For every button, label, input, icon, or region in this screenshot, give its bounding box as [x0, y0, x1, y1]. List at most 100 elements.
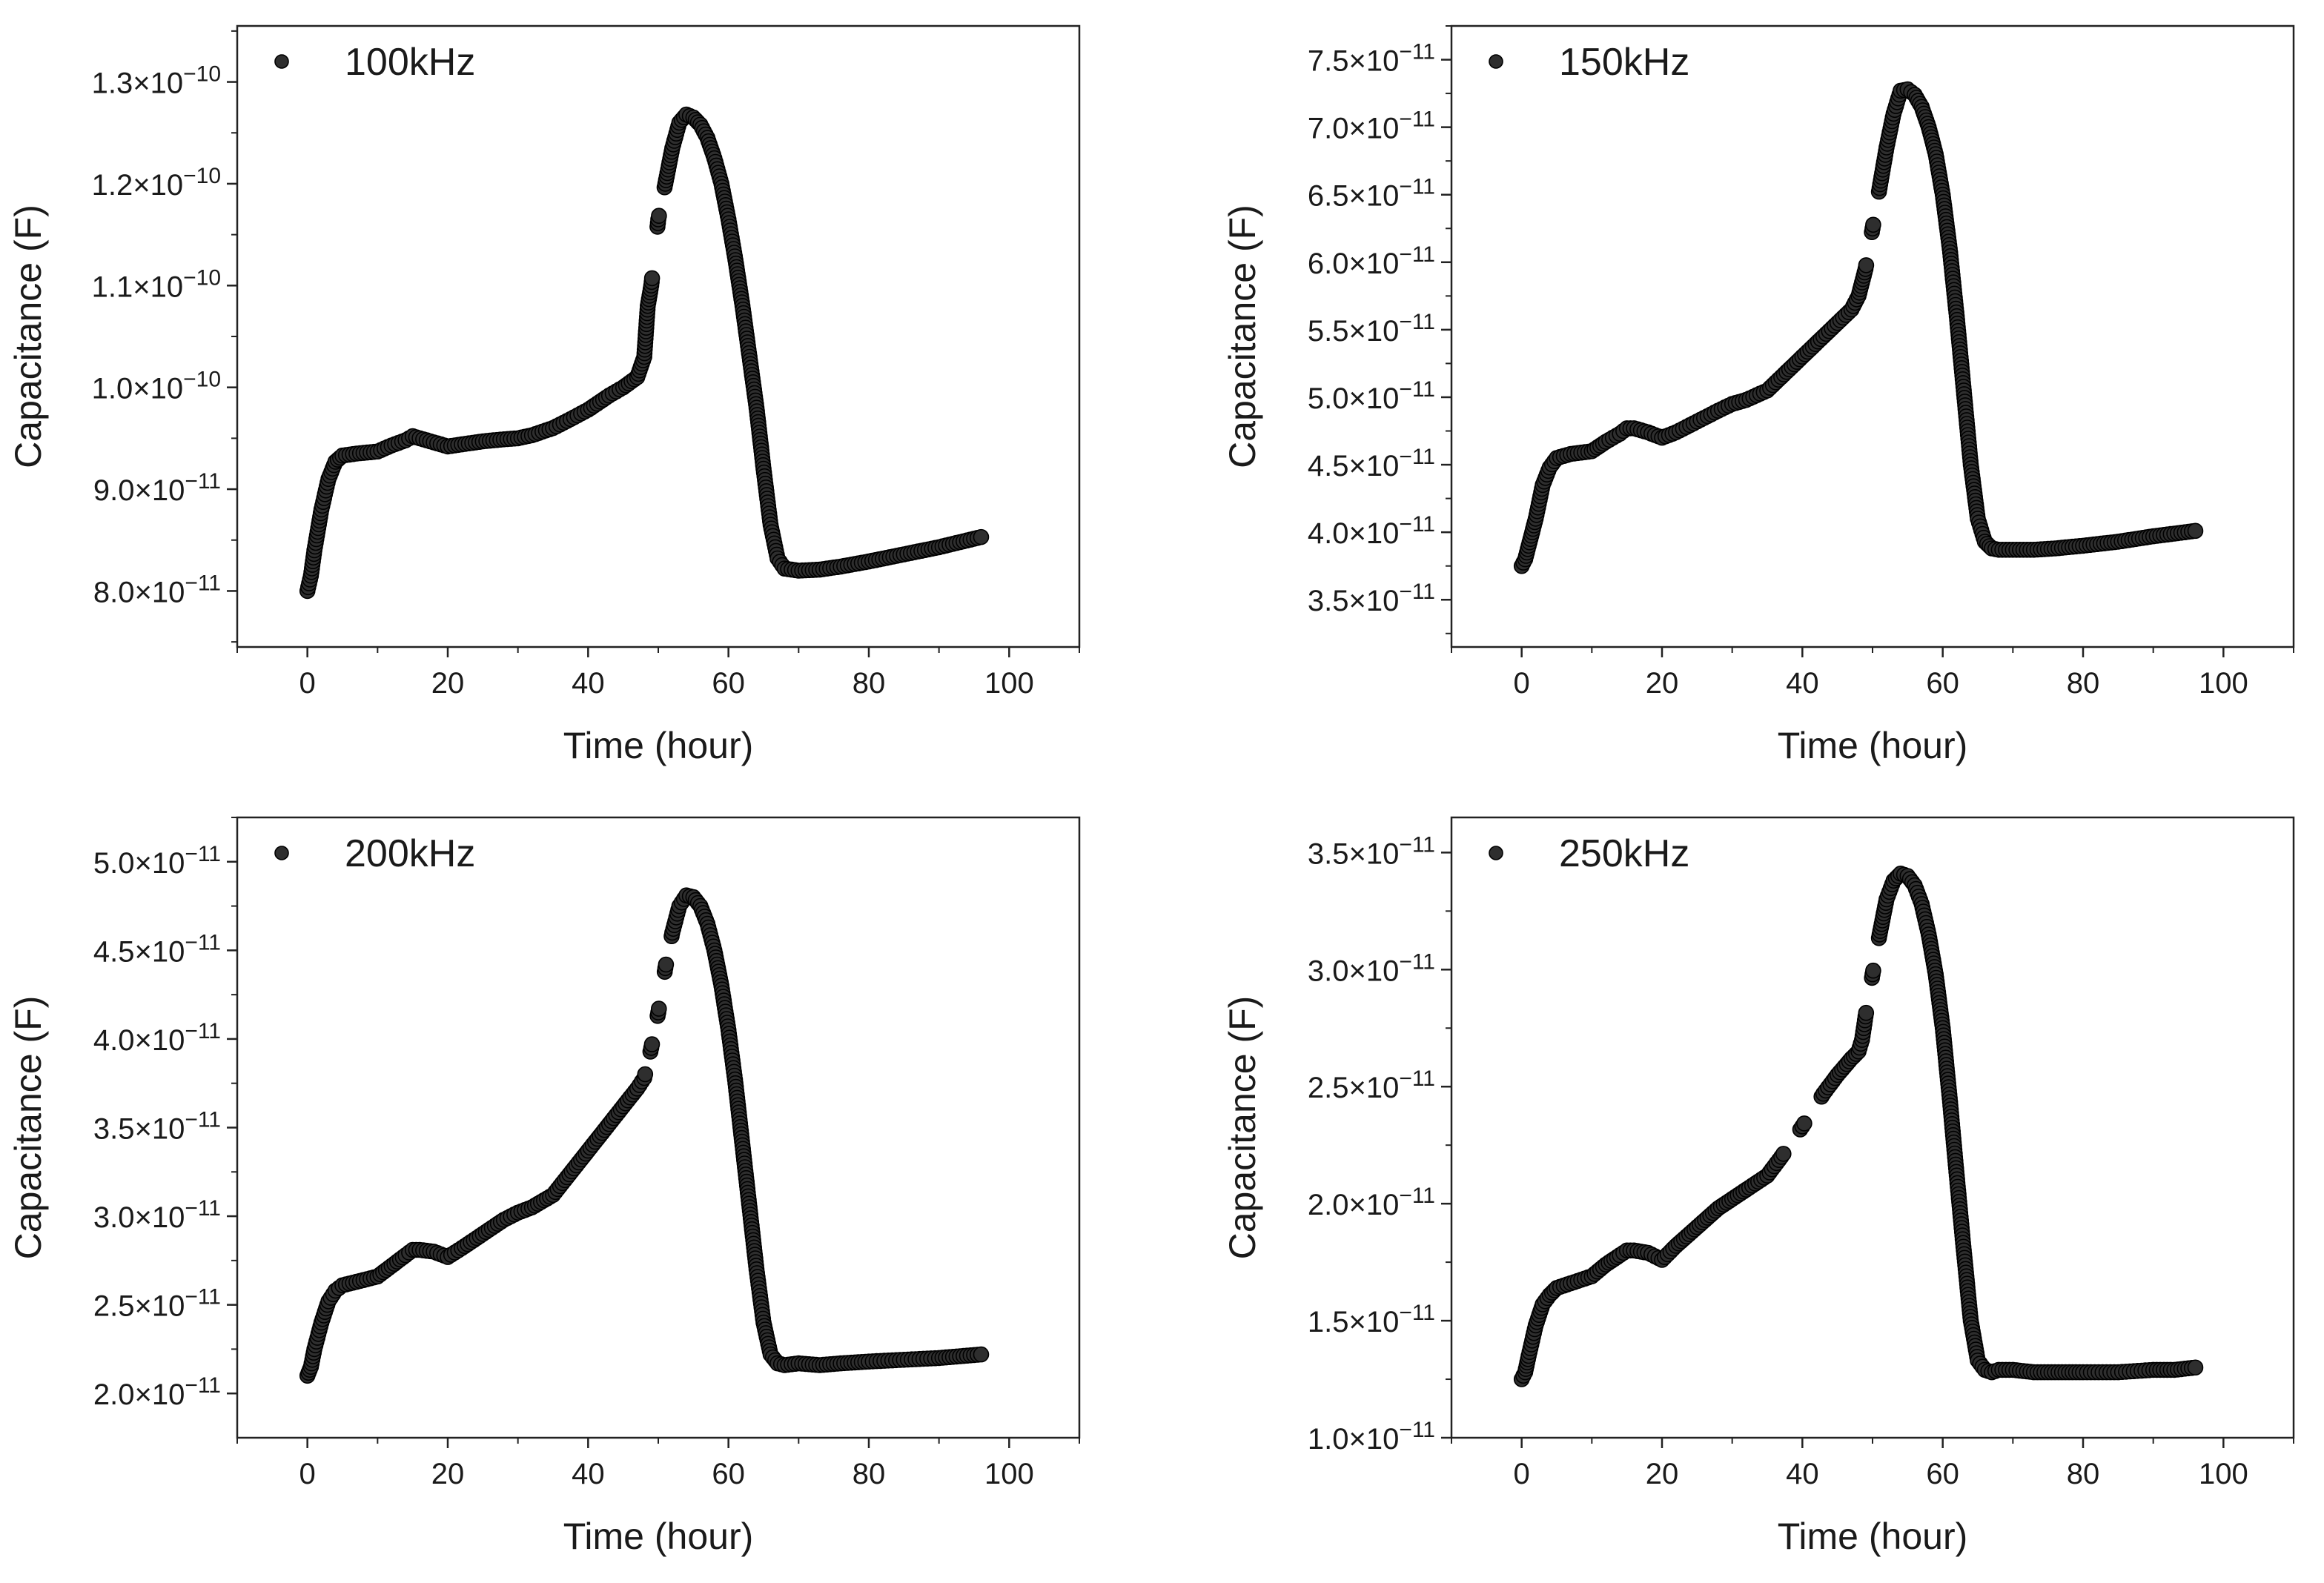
y-tick-mantissa: 6.5 — [1308, 180, 1349, 213]
x-tick-label: 60 — [1926, 667, 1959, 700]
y-tick-exponent: −11 — [1399, 1418, 1435, 1442]
x-tick-label: 80 — [853, 1458, 886, 1490]
legend-label: 250kHz — [1559, 832, 1689, 875]
x-tick-label: 0 — [299, 667, 316, 700]
data-point — [1865, 216, 1881, 233]
y-tick-label: 9.0×10−11 — [93, 469, 221, 507]
plot-frame — [236, 24, 1081, 648]
x-axis-title: Time (hour) — [563, 725, 754, 766]
x-tick-label: 40 — [572, 667, 605, 700]
y-tick-times: ×10 — [134, 576, 185, 608]
y-tick-label: 1.0×10−10 — [92, 368, 221, 405]
y-tick-label: 6.0×10−11 — [1308, 242, 1435, 280]
x-tick-label: 20 — [431, 1458, 465, 1490]
y-axis-title: Capacitance (F) — [7, 996, 49, 1260]
data-point — [2187, 522, 2204, 540]
y-tick-exponent: −11 — [185, 930, 221, 955]
y-tick-times: ×10 — [133, 169, 183, 202]
data-point — [637, 1066, 654, 1083]
data-series-200kHz — [299, 887, 990, 1384]
y-tick-times: ×10 — [1348, 450, 1399, 482]
x-tick-label: 0 — [1514, 1458, 1530, 1490]
chart-panel-250kHz: 0 20 40 60 80 1001.0×10−111.5×10−112.0×10−112… — [1222, 816, 2295, 1557]
y-tick-label: 2.0×10−11 — [93, 1373, 221, 1411]
y-tick-exponent: −11 — [1399, 377, 1435, 402]
x-axis-title: Time (hour) — [563, 1516, 754, 1557]
y-tick-exponent: −11 — [185, 1373, 221, 1398]
y-tick-times: ×10 — [1348, 248, 1399, 280]
y-tick-label: 8.0×10−11 — [93, 571, 221, 608]
y-tick-mantissa: 6.0 — [1308, 248, 1349, 280]
y-tick-label: 4.0×10−11 — [93, 1019, 221, 1057]
y-tick-mantissa: 1.0 — [1308, 1423, 1349, 1456]
y-tick-times: ×10 — [1348, 1189, 1399, 1221]
y-tick-label: 4.5×10−11 — [93, 930, 221, 968]
data-point — [2187, 1359, 2204, 1376]
y-tick-times: ×10 — [134, 1113, 185, 1146]
y-tick-mantissa: 3.5 — [93, 1113, 135, 1146]
y-tick-mantissa: 7.0 — [1308, 113, 1349, 145]
data-point — [1865, 962, 1881, 979]
y-tick-times: ×10 — [134, 1024, 185, 1057]
y-tick-mantissa: 1.1 — [92, 271, 133, 303]
chart-panel-200kHz: 0 20 40 60 80 1002.0×10−112.5×10−113.0×10−113… — [7, 816, 1081, 1557]
y-tick-mantissa: 3.0 — [1308, 955, 1349, 987]
data-point — [1858, 1004, 1875, 1021]
x-tick-label: 60 — [712, 667, 745, 700]
y-axis-title: Capacitance (F) — [1222, 996, 1263, 1260]
x-tick-label: 0 — [1514, 667, 1530, 700]
data-point — [1796, 1115, 1812, 1132]
legend-label: 100kHz — [345, 41, 475, 84]
x-axis-title: Time (hour) — [1778, 725, 1968, 766]
y-tick-mantissa: 4.0 — [1308, 517, 1349, 550]
y-tick-times: ×10 — [1348, 1423, 1399, 1456]
y-tick-exponent: −11 — [1399, 175, 1435, 199]
y-tick-label: 7.0×10−11 — [1308, 107, 1435, 145]
y-tick-label: 1.3×10−10 — [92, 62, 221, 100]
data-point — [650, 1000, 667, 1017]
y-tick-exponent: −11 — [1399, 1301, 1435, 1325]
y-tick-label: 1.1×10−10 — [92, 265, 221, 303]
x-tick-label: 0 — [299, 1458, 316, 1490]
y-tick-times: ×10 — [1348, 1072, 1399, 1104]
y-tick-exponent: −11 — [185, 469, 221, 494]
y-tick-times: ×10 — [133, 373, 183, 405]
x-tick-label: 40 — [1786, 667, 1819, 700]
data-series-250kHz — [1513, 866, 2204, 1387]
x-tick-label: 20 — [1646, 667, 1679, 700]
y-tick-exponent: −11 — [185, 571, 221, 595]
y-tick-times: ×10 — [134, 1378, 185, 1411]
y-tick-mantissa: 5.0 — [1308, 382, 1349, 415]
y-tick-times: ×10 — [134, 1201, 185, 1234]
x-tick-label: 100 — [984, 667, 1034, 700]
y-tick-exponent: −11 — [1399, 445, 1435, 469]
y-tick-label: 5.0×10−11 — [1308, 377, 1435, 415]
data-point — [1775, 1146, 1792, 1162]
y-tick-times: ×10 — [1348, 955, 1399, 987]
y-tick-times: ×10 — [1348, 113, 1399, 145]
y-tick-exponent: −11 — [185, 1285, 221, 1310]
y-tick-exponent: −11 — [1399, 832, 1435, 857]
y-tick-times: ×10 — [1348, 585, 1399, 617]
x-tick-label: 20 — [431, 667, 465, 700]
y-tick-exponent: −10 — [183, 164, 221, 188]
x-axis-title: Time (hour) — [1778, 1516, 1968, 1557]
x-tick-label: 80 — [2067, 1458, 2100, 1490]
legend-marker — [1489, 846, 1503, 860]
y-tick-times: ×10 — [134, 1290, 185, 1323]
y-tick-label: 3.0×10−11 — [1308, 949, 1435, 987]
y-tick-mantissa: 5.0 — [93, 847, 135, 880]
y-tick-label: 4.5×10−11 — [1308, 445, 1435, 482]
y-tick-exponent: −11 — [1399, 512, 1435, 537]
y-tick-mantissa: 1.5 — [1308, 1306, 1349, 1338]
legend-label: 200kHz — [345, 832, 475, 875]
y-tick-exponent: −11 — [1399, 1184, 1435, 1208]
y-tick-mantissa: 4.0 — [93, 1024, 135, 1057]
y-tick-exponent: −11 — [1399, 580, 1435, 604]
y-tick-label: 6.5×10−11 — [1308, 175, 1435, 213]
y-tick-mantissa: 3.5 — [1308, 837, 1349, 870]
y-tick-mantissa: 1.0 — [92, 373, 133, 405]
y-tick-label: 3.5×10−11 — [1308, 832, 1435, 870]
y-tick-exponent: −10 — [183, 368, 221, 392]
plot-frame — [236, 816, 1081, 1439]
